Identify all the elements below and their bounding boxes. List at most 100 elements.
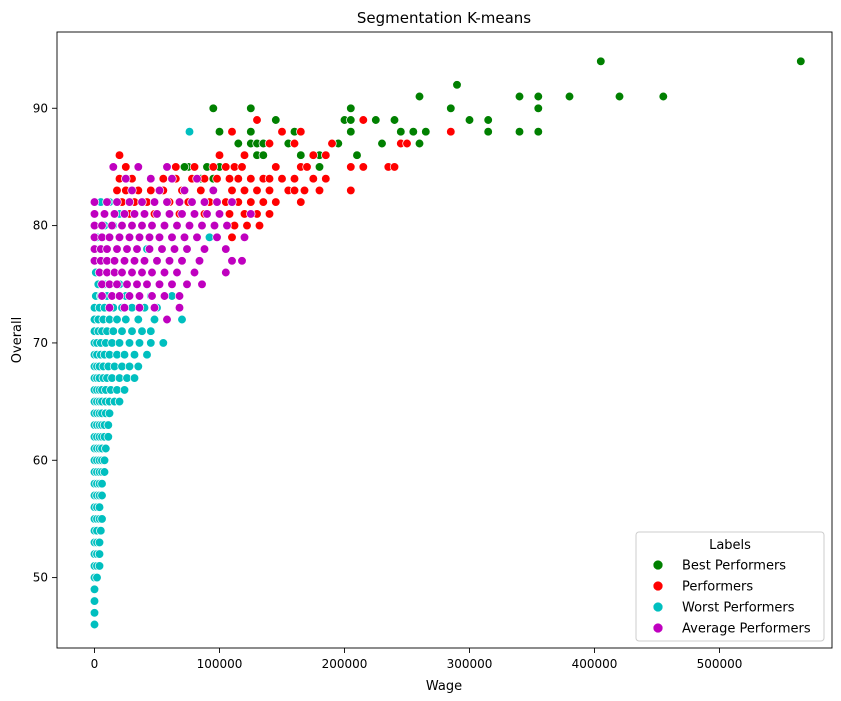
data-point: [119, 350, 130, 360]
data-point: [174, 197, 185, 207]
legend: Labels Best Performers Performers Worst Pe…: [635, 531, 825, 642]
data-point: [129, 256, 140, 266]
data-point: [169, 244, 180, 254]
data-point: [533, 103, 543, 113]
data-point: [189, 162, 200, 172]
data-point: [208, 103, 218, 113]
data-point: [277, 174, 287, 184]
data-point: [187, 197, 197, 207]
data-point: [289, 174, 300, 184]
data-point: [483, 127, 493, 137]
data-point: [112, 185, 122, 196]
data-point: [796, 56, 806, 66]
data-point: [144, 244, 155, 254]
data-point: [112, 197, 122, 207]
data-point: [177, 256, 187, 266]
data-point: [414, 91, 425, 102]
data-point: [227, 127, 237, 137]
data-point: [114, 338, 125, 348]
data-point: [127, 267, 137, 278]
data-point: [114, 150, 125, 160]
x-tick-label: 200000: [322, 657, 368, 671]
data-point: [252, 185, 262, 196]
x-tick-label: 300000: [447, 657, 493, 671]
data-point: [159, 291, 170, 301]
data-point: [147, 291, 157, 301]
data-point: [446, 127, 456, 137]
data-point: [179, 232, 190, 242]
legend-label: Average Performers: [682, 622, 811, 637]
data-point: [614, 91, 625, 102]
data-point: [227, 197, 237, 207]
data-point: [124, 232, 135, 242]
data-point: [158, 174, 168, 184]
data-point: [117, 267, 127, 278]
data-point: [92, 572, 102, 583]
data-point: [414, 138, 425, 149]
data-point: [179, 162, 190, 172]
data-point: [146, 185, 156, 196]
data-point: [121, 162, 131, 172]
data-point: [214, 127, 225, 137]
data-point: [452, 80, 462, 90]
data-point: [237, 256, 247, 266]
data-point: [94, 561, 105, 571]
data-point: [132, 279, 142, 289]
plot-area-frame: [56, 31, 833, 649]
data-point: [127, 326, 137, 336]
data-point: [97, 291, 107, 301]
data-point: [133, 162, 143, 172]
data-point: [346, 162, 356, 172]
data-point: [144, 232, 155, 242]
data-point: [212, 197, 222, 207]
data-point: [264, 138, 275, 149]
data-point: [149, 197, 160, 207]
data-point: [89, 596, 100, 606]
data-point: [189, 267, 200, 278]
data-point: [132, 244, 142, 254]
data-point: [97, 490, 107, 501]
data-point: [264, 185, 275, 196]
data-point: [114, 291, 125, 301]
data-point: [167, 279, 177, 289]
x-tick-label: 400000: [572, 657, 618, 671]
data-point: [142, 350, 152, 360]
data-point: [162, 197, 172, 207]
data-point: [89, 209, 100, 219]
data-point: [109, 256, 120, 266]
data-point: [129, 373, 140, 383]
data-point: [271, 197, 281, 207]
data-point: [396, 127, 406, 137]
data-point: [142, 279, 152, 289]
data-point: [134, 303, 145, 313]
data-point: [227, 185, 237, 196]
data-point: [112, 279, 122, 289]
data-point: [119, 256, 130, 266]
legend-marker: [652, 580, 664, 592]
data-point: [271, 115, 281, 125]
data-point: [137, 220, 147, 231]
data-point: [308, 174, 318, 184]
data-point: [212, 232, 222, 242]
data-point: [102, 197, 112, 207]
x-tick-label: 100000: [197, 657, 243, 671]
data-point: [224, 174, 235, 184]
legend-marker: [652, 601, 664, 613]
data-point: [346, 103, 356, 113]
data-point: [446, 103, 456, 113]
data-point: [104, 303, 115, 313]
points-layer: [89, 56, 806, 630]
data-point: [192, 174, 202, 184]
data-point: [299, 185, 310, 196]
data-point: [252, 115, 262, 125]
legend-box: [635, 531, 825, 642]
data-point: [137, 326, 147, 336]
data-point: [129, 350, 140, 360]
data-point: [107, 220, 117, 231]
legend-marker: [652, 622, 664, 634]
data-point: [121, 314, 131, 325]
data-point: [222, 220, 232, 231]
data-point: [101, 443, 111, 454]
data-point: [239, 232, 250, 242]
data-point: [164, 209, 175, 219]
